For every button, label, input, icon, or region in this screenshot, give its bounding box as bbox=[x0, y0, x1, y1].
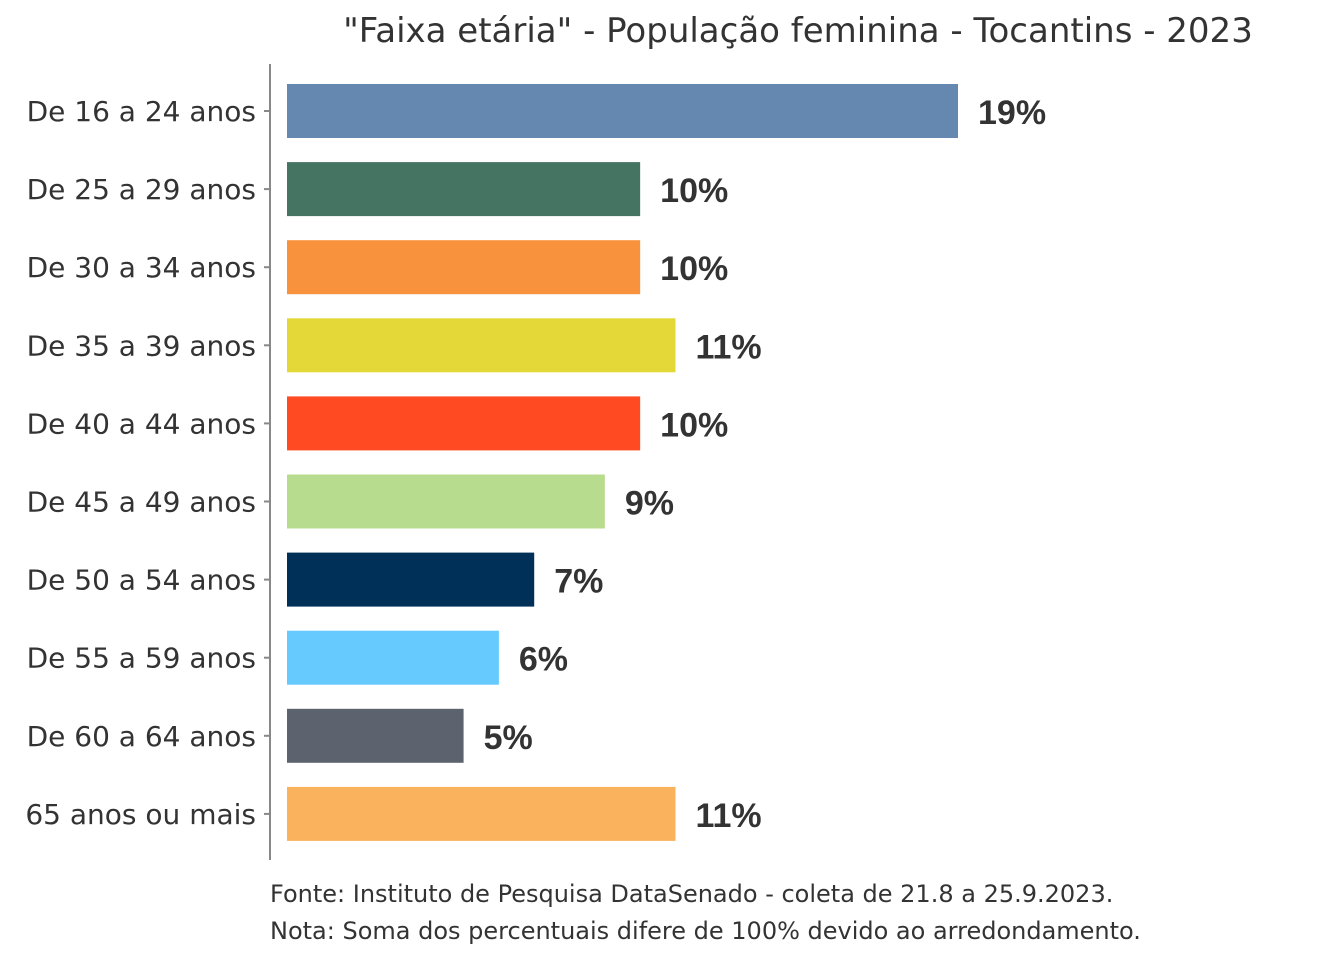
data-label: 10% bbox=[660, 250, 728, 288]
data-label: 10% bbox=[660, 172, 728, 210]
data-label: 6% bbox=[519, 641, 568, 679]
bar bbox=[287, 552, 535, 607]
bar bbox=[287, 162, 641, 217]
category-label: De 45 a 49 anos bbox=[27, 486, 256, 519]
data-label: 19% bbox=[978, 94, 1046, 132]
category-label: De 40 a 44 anos bbox=[27, 407, 256, 440]
bar bbox=[287, 318, 676, 373]
data-label: 5% bbox=[484, 719, 533, 757]
data-label: 9% bbox=[625, 485, 674, 523]
category-label: De 16 a 24 anos bbox=[27, 95, 256, 128]
bar bbox=[287, 786, 676, 841]
source-note: Fonte: Instituto de Pesquisa DataSenado … bbox=[270, 880, 1113, 908]
bar bbox=[287, 396, 641, 451]
bar bbox=[287, 474, 605, 529]
data-label: 7% bbox=[554, 563, 603, 601]
bar bbox=[287, 240, 641, 295]
bar bbox=[287, 630, 499, 685]
data-label: 11% bbox=[695, 797, 761, 835]
bars-layer: De 16 a 24 anos 19% De 25 a 29 anos 10% De 3… bbox=[25, 84, 1046, 841]
data-label: 10% bbox=[660, 406, 728, 444]
category-label: De 30 a 34 anos bbox=[27, 251, 256, 284]
category-label: 65 anos ou mais bbox=[25, 798, 256, 831]
category-label: De 35 a 39 anos bbox=[27, 329, 256, 362]
chart-title: "Faixa etária" - População feminina - To… bbox=[343, 11, 1253, 51]
category-label: De 50 a 54 anos bbox=[27, 564, 256, 597]
bar bbox=[287, 84, 958, 138]
bar bbox=[287, 708, 464, 763]
data-label: 11% bbox=[695, 328, 761, 366]
category-label: De 55 a 59 anos bbox=[27, 642, 256, 675]
rounding-note: Nota: Soma dos percentuais difere de 100… bbox=[270, 917, 1141, 945]
category-label: De 25 a 29 anos bbox=[27, 173, 256, 206]
category-label: De 60 a 64 anos bbox=[27, 720, 256, 753]
